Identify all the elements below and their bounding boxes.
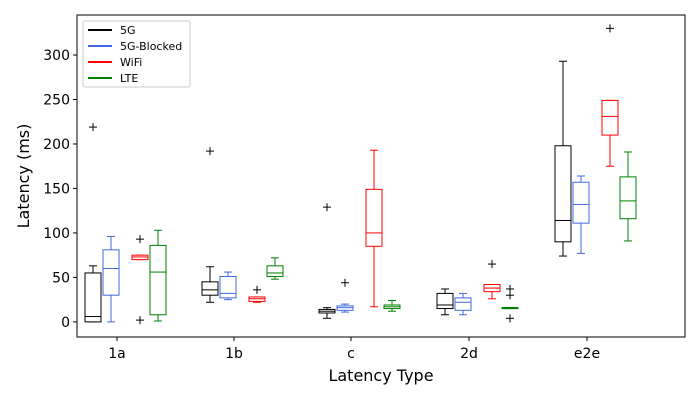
iqr-box [201, 281, 219, 296]
box-lte-1a [149, 229, 167, 322]
x-tick-label: 1b [225, 346, 243, 362]
box-lte-c [383, 300, 401, 312]
outlier-marker [341, 278, 349, 287]
box-5g-c [318, 203, 336, 319]
y-tick-label: 300 [43, 48, 70, 64]
y-tick-label: 250 [43, 93, 70, 109]
outlier-marker [506, 291, 514, 300]
legend: 5G 5G-Blocked WiFi LTE [82, 20, 191, 88]
x-tick-label: e2e [574, 346, 600, 362]
x-tick-label: 1a [108, 346, 126, 362]
box-wifi-1b [248, 285, 266, 303]
iqr-box [572, 181, 590, 224]
x-axis: 1a 1b c 2d e2e [108, 337, 600, 362]
x-tick-label: 2d [460, 346, 478, 362]
outlier-marker [89, 123, 97, 132]
plot-frame [76, 14, 686, 338]
box-5g-1b [201, 147, 219, 303]
box-lte-1b [266, 257, 284, 280]
outlier-marker [488, 260, 496, 269]
outlier-marker [253, 285, 261, 294]
box-wifi-c [365, 149, 383, 308]
outlier-marker [323, 203, 331, 212]
box-wifi-1a [131, 235, 149, 325]
legend-label-5g: 5G [120, 24, 136, 37]
legend-label-lte: LTE [120, 72, 138, 85]
iqr-box [149, 244, 167, 316]
box-5g-blocked-1b [219, 271, 237, 301]
box-lte-e2e [619, 151, 637, 242]
x-axis-title: Latency Type [328, 366, 433, 385]
box-lte-2d [501, 284, 519, 323]
iqr-box [454, 297, 472, 311]
iqr-box [219, 276, 237, 299]
y-axis: 0 50 100 150 200 250 300 [43, 48, 77, 331]
box-5g-blocked-1a [102, 235, 120, 323]
x-tick-label: c [347, 346, 355, 362]
legend-label-wifi: WiFi [120, 56, 142, 69]
box-5g-e2e [554, 60, 572, 257]
outlier-marker [606, 24, 614, 33]
iqr-box [554, 145, 572, 243]
legend-label-5g-blocked: 5G-Blocked [120, 40, 182, 53]
outlier-marker [506, 314, 514, 323]
box-5g-2d [436, 288, 454, 316]
box-5g-blocked-e2e [572, 175, 590, 254]
box-wifi-e2e [601, 24, 619, 167]
y-axis-title: Latency (ms) [14, 124, 33, 229]
outlier-marker [136, 235, 144, 244]
outlier-marker [206, 147, 214, 156]
legend-box [82, 20, 191, 88]
plot-layer [84, 24, 637, 325]
iqr-box [601, 99, 619, 136]
box-5g-blocked-c [336, 278, 354, 313]
y-tick-label: 150 [43, 181, 70, 197]
iqr-box [365, 188, 383, 247]
y-tick-label: 50 [52, 270, 70, 286]
y-tick-label: 100 [43, 226, 70, 242]
iqr-box [84, 272, 102, 323]
iqr-box [619, 176, 637, 220]
box-5g-blocked-2d [454, 292, 472, 316]
y-tick-label: 200 [43, 137, 70, 153]
y-tick-label: 0 [61, 315, 70, 331]
box-5g-1a [84, 123, 102, 323]
box-wifi-2d [483, 260, 501, 300]
iqr-box [102, 249, 120, 296]
iqr-box [266, 265, 284, 278]
outlier-marker [136, 316, 144, 325]
iqr-box [436, 292, 454, 310]
